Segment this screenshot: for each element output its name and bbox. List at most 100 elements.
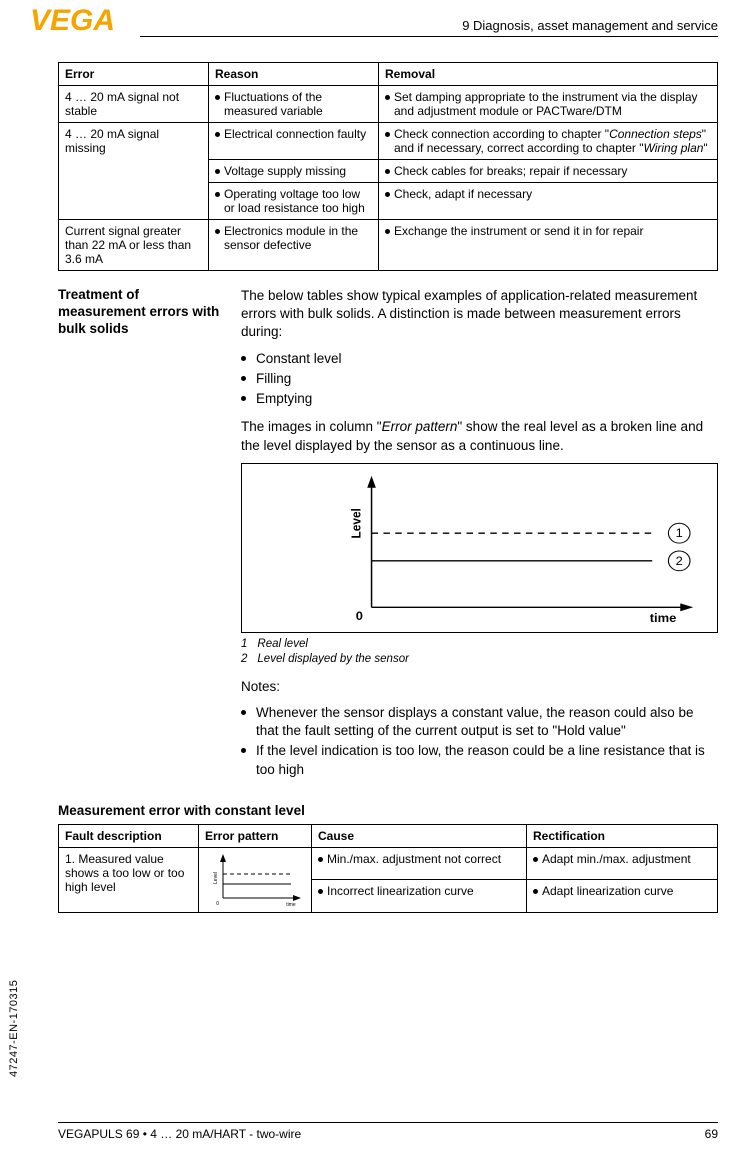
bullet-icon bbox=[318, 857, 323, 862]
reason-cell: Voltage supply missing bbox=[209, 160, 379, 183]
removal-text: Check connection according to chapter "C… bbox=[394, 127, 711, 155]
error-table: Error Reason Removal 4 … 20 mA signal no… bbox=[58, 62, 718, 271]
brand-logo: VEGA bbox=[30, 6, 142, 39]
bullet-icon bbox=[385, 192, 390, 197]
reason-cell: Electrical connection faulty bbox=[209, 123, 379, 160]
treatment-side-label: Treatment of measurement errors with bul… bbox=[58, 287, 223, 789]
error-cell: 4 … 20 mA signal missing bbox=[59, 123, 209, 220]
error-pattern-cell: Level 0 time bbox=[199, 847, 312, 912]
removal-text: Set damping appropriate to the instrumen… bbox=[394, 90, 711, 118]
bullet-icon bbox=[241, 710, 246, 715]
removal-cell: Check, adapt if necessary bbox=[379, 183, 718, 220]
reason-text: Operating voltage too low or load resist… bbox=[224, 187, 372, 215]
bullet-icon bbox=[215, 192, 220, 197]
caption-text: Real level bbox=[257, 637, 308, 653]
footer-left: VEGAPULS 69 • 4 … 20 mA/HART - two-wire bbox=[58, 1127, 301, 1141]
svg-text:time: time bbox=[286, 902, 296, 908]
list-item: If the level indication is too low, the … bbox=[241, 742, 718, 778]
reason-text: Fluctuations of the measured variable bbox=[224, 90, 372, 118]
bullet-text: Emptying bbox=[256, 390, 312, 408]
removal-text: Check cables for breaks; repair if neces… bbox=[394, 164, 627, 178]
table-row: Current signal greater than 22 mA or les… bbox=[59, 220, 718, 271]
y-axis-label: Level bbox=[349, 508, 364, 538]
svg-text:1: 1 bbox=[676, 526, 683, 539]
cause-text: Incorrect linearization curve bbox=[327, 884, 474, 898]
error-cell: 4 … 20 mA signal not stable bbox=[59, 86, 209, 123]
note-text: If the level indication is too low, the … bbox=[256, 742, 718, 778]
reason-text: Electrical connection faulty bbox=[224, 127, 366, 141]
cause-cell: Min./max. adjustment not correct bbox=[312, 847, 527, 880]
chapter-title: 9 Diagnosis, asset management and servic… bbox=[462, 18, 718, 33]
caption-num: 1 bbox=[241, 637, 247, 653]
svg-text:Level: Level bbox=[213, 872, 219, 884]
fault-desc-cell: 1. Measured value shows a too low or too… bbox=[59, 847, 199, 912]
page-footer: VEGAPULS 69 • 4 … 20 mA/HART - two-wire … bbox=[58, 1122, 718, 1141]
document-code: 47247-EN-170315 bbox=[8, 980, 20, 1077]
treatment-body: The below tables show typical examples o… bbox=[241, 287, 718, 789]
marker-2: 2 bbox=[668, 551, 690, 571]
fault-table: Fault description Error pattern Cause Re… bbox=[58, 824, 718, 913]
error-table-header: Reason bbox=[209, 63, 379, 86]
bullet-icon bbox=[215, 169, 220, 174]
error-table-header: Removal bbox=[379, 63, 718, 86]
treatment-bullets: Constant level Filling Emptying bbox=[241, 350, 718, 409]
bullet-icon bbox=[533, 857, 538, 862]
diagram-caption: 1 Real level 2 Level displayed by the sens… bbox=[241, 637, 718, 668]
cause-cell: Incorrect linearization curve bbox=[312, 880, 527, 913]
bullet-icon bbox=[385, 95, 390, 100]
bullet-text: Constant level bbox=[256, 350, 342, 368]
bullet-icon bbox=[215, 95, 220, 100]
reason-cell: Electronics module in the sensor defecti… bbox=[209, 220, 379, 271]
fault-table-header: Error pattern bbox=[199, 824, 312, 847]
list-item: Filling bbox=[241, 370, 718, 388]
table-row: 4 … 20 mA signal missing Electrical conn… bbox=[59, 123, 718, 160]
fault-table-header: Cause bbox=[312, 824, 527, 847]
list-item: Constant level bbox=[241, 350, 718, 368]
bullet-icon bbox=[215, 132, 220, 137]
x-axis-label: time bbox=[650, 611, 677, 624]
removal-text: Exchange the instrument or send it in fo… bbox=[394, 224, 643, 238]
bullet-icon bbox=[385, 229, 390, 234]
diagram-axes bbox=[367, 476, 693, 611]
caption-num: 2 bbox=[241, 652, 247, 668]
rect-cell: Adapt linearization curve bbox=[527, 880, 718, 913]
level-diagram: 1 2 Level 0 time bbox=[241, 463, 718, 633]
fault-table-header: Fault description bbox=[59, 824, 199, 847]
page-number: 69 bbox=[705, 1127, 718, 1141]
notes-list: Whenever the sensor displays a constant … bbox=[241, 704, 718, 779]
reason-text: Electronics module in the sensor defecti… bbox=[224, 224, 372, 252]
error-cell: Current signal greater than 22 mA or les… bbox=[59, 220, 209, 271]
constant-level-heading: Measurement error with constant level bbox=[58, 803, 718, 818]
marker-1: 1 bbox=[668, 523, 690, 543]
bullet-icon bbox=[385, 169, 390, 174]
content: Error Reason Removal 4 … 20 mA signal no… bbox=[58, 62, 718, 913]
note-text: Whenever the sensor displays a constant … bbox=[256, 704, 718, 740]
rect-cell: Adapt min./max. adjustment bbox=[527, 847, 718, 880]
fault-table-header: Rectification bbox=[527, 824, 718, 847]
cause-text: Min./max. adjustment not correct bbox=[327, 852, 501, 866]
origin-label: 0 bbox=[356, 609, 363, 622]
svg-text:0: 0 bbox=[216, 901, 219, 907]
error-table-header: Error bbox=[59, 63, 209, 86]
bullet-icon bbox=[241, 356, 246, 361]
table-row: 4 … 20 mA signal not stable Fluctuations… bbox=[59, 86, 718, 123]
bullet-icon bbox=[241, 376, 246, 381]
removal-cell: Check connection according to chapter "C… bbox=[379, 123, 718, 160]
removal-cell: Check cables for breaks; repair if neces… bbox=[379, 160, 718, 183]
bullet-icon bbox=[241, 748, 246, 753]
bullet-icon bbox=[385, 132, 390, 137]
list-item: Emptying bbox=[241, 390, 718, 408]
table-row: 1. Measured value shows a too low or too… bbox=[59, 847, 718, 880]
bullet-icon bbox=[241, 396, 246, 401]
bullet-text: Filling bbox=[256, 370, 291, 388]
bullet-icon bbox=[533, 889, 538, 894]
reason-text: Voltage supply missing bbox=[224, 164, 346, 178]
removal-text: Check, adapt if necessary bbox=[394, 187, 532, 201]
reason-cell: Operating voltage too low or load resist… bbox=[209, 183, 379, 220]
list-item: Whenever the sensor displays a constant … bbox=[241, 704, 718, 740]
page: VEGA 9 Diagnosis, asset management and s… bbox=[0, 0, 756, 1157]
caption-text: Level displayed by the sensor bbox=[257, 652, 409, 668]
svg-text:2: 2 bbox=[676, 554, 683, 567]
rect-text: Adapt min./max. adjustment bbox=[542, 852, 691, 866]
logo-text: VEGA bbox=[30, 6, 115, 34]
